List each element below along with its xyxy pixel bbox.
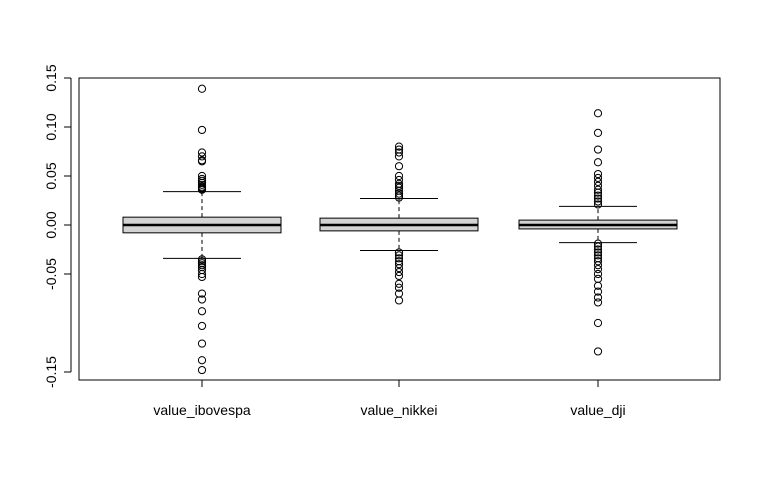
outlier-point [593, 185, 603, 194]
outlier-point [394, 254, 404, 263]
x-tick-label: value_ibovespa [153, 402, 251, 418]
outlier-point [593, 265, 603, 274]
outlier-point [593, 191, 603, 200]
y-tick-label: 0.15 [43, 64, 59, 91]
outlier-point [593, 287, 603, 296]
boxes-group [122, 84, 678, 375]
outlier-point [593, 245, 603, 254]
outlier-point [197, 307, 207, 316]
outlier-point [593, 261, 603, 270]
y-tick-label: -0.05 [43, 258, 59, 290]
outlier-point [197, 339, 207, 348]
outlier-point [394, 171, 404, 181]
x-tick-label: value_dji [570, 402, 625, 418]
outlier-point [197, 321, 207, 331]
outlier-point [394, 267, 404, 277]
outlier-point [394, 283, 404, 292]
outlier-point [593, 200, 603, 209]
y-tick-label: 0.00 [43, 211, 59, 238]
outlier-point [394, 264, 404, 273]
outlier-point [593, 274, 603, 283]
outlier-point [197, 84, 207, 93]
y-tick-label: 0.10 [43, 113, 59, 140]
outlier-point [394, 271, 404, 281]
outlier-point [394, 279, 404, 288]
outlier-point [394, 296, 404, 305]
outlier-point [593, 177, 603, 186]
outlier-point [593, 257, 603, 266]
outlier-point [593, 242, 603, 251]
y-tick-label: 0.05 [43, 162, 59, 189]
outlier-point [593, 269, 603, 279]
outlier-point [593, 188, 603, 197]
outlier-point [394, 148, 404, 157]
outlier-point [197, 185, 207, 194]
outlier-point [593, 173, 603, 183]
outlier-point [593, 298, 603, 307]
outlier-point [197, 356, 207, 365]
outlier-point [593, 293, 603, 302]
outlier-point [593, 248, 603, 257]
outlier-point [593, 197, 603, 206]
outlier-point [197, 289, 207, 298]
outlier-point [197, 148, 207, 157]
outlier-point [394, 260, 404, 269]
outlier-point [593, 194, 603, 203]
outlier-point [197, 157, 207, 166]
outlier-point [593, 145, 603, 154]
outlier-point [394, 193, 404, 202]
outlier-point [593, 158, 603, 167]
outlier-point [394, 162, 404, 171]
outlier-point [394, 251, 404, 260]
x-axis: value_ibovespa value_nikkei value_dji [153, 379, 626, 418]
outlier-point [394, 175, 404, 185]
outlier-point [394, 183, 404, 192]
box-value_ibovespa [122, 84, 282, 375]
outlier-point [593, 109, 603, 118]
outlier-point [593, 347, 603, 356]
outlier-point [593, 251, 603, 260]
outlier-point [394, 248, 404, 257]
box-value_nikkei [319, 142, 479, 305]
outlier-point [593, 281, 603, 290]
box-value_dji [518, 109, 678, 356]
outlier-point [197, 269, 207, 279]
y-axis: 0.15 0.10 0.05 0.00 -0.05 -0.15 [43, 64, 72, 388]
outlier-point [593, 239, 603, 248]
outlier-point [593, 318, 603, 328]
outlier-point [197, 125, 207, 135]
outlier-point [394, 142, 404, 151]
x-tick-label: value_nikkei [360, 402, 437, 418]
outlier-point [197, 365, 207, 375]
outlier-point [197, 272, 207, 282]
outlier-point [197, 152, 207, 161]
y-tick-label: -0.15 [43, 356, 59, 388]
outlier-point [593, 169, 603, 179]
outlier-point [394, 152, 404, 161]
outlier-point [593, 128, 603, 137]
outlier-point [197, 295, 207, 304]
